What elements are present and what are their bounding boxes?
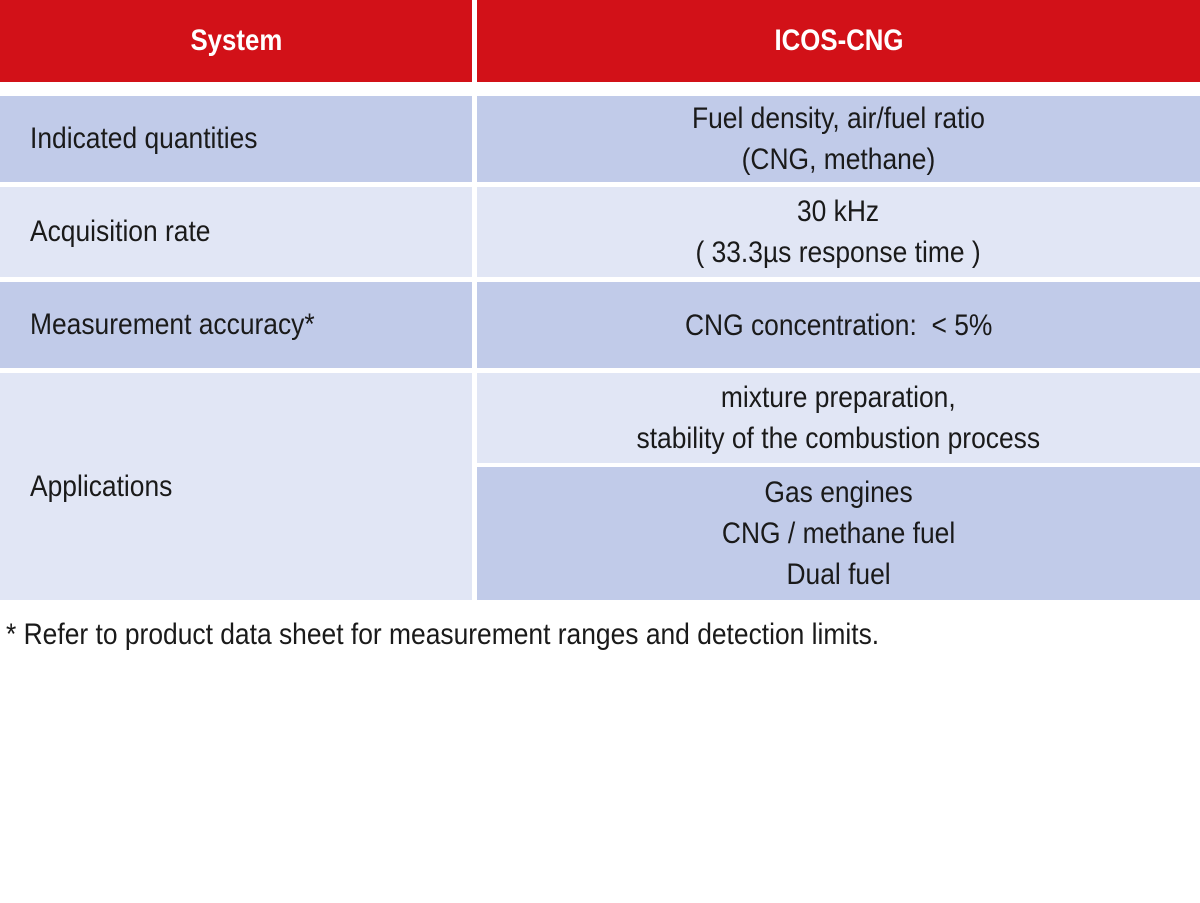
value-line: Gas engines	[764, 476, 913, 509]
value-line: mixture preparation,	[721, 381, 956, 414]
row-measurement-accuracy-label: Measurement accuracy*	[0, 282, 472, 368]
row-acquisition-rate-value: 30 kHz ( 33.3µs response time )	[477, 187, 1200, 277]
header-icos-cng: ICOS-CNG	[477, 0, 1200, 82]
row-measurement-accuracy-value: CNG concentration: < 5%	[477, 282, 1200, 368]
row-acquisition-rate-label: Acquisition rate	[0, 187, 472, 277]
header-system-label: System	[190, 24, 282, 57]
header-system: System	[0, 0, 472, 82]
value-line: ( 33.3µs response time )	[695, 236, 982, 269]
row-applications-label: Applications	[0, 373, 472, 600]
row-applications-value-b: Gas engines CNG / methane fuel Dual fuel	[477, 467, 1200, 600]
value-line: CNG / methane fuel	[721, 517, 956, 550]
value-line: stability of the combustion process	[636, 422, 1041, 455]
header-icos-cng-label: ICOS-CNG	[774, 24, 903, 57]
row-applications-value-a: mixture preparation, stability of the co…	[477, 373, 1200, 463]
value-line: (CNG, methane)	[741, 143, 936, 176]
value-line: CNG concentration: < 5%	[684, 308, 993, 342]
value-line: 30 kHz	[797, 195, 880, 228]
row-indicated-quantities-value: Fuel density, air/fuel ratio (CNG, metha…	[477, 96, 1200, 182]
row-indicated-quantities-label: Indicated quantities	[0, 96, 472, 182]
footnote: * Refer to product data sheet for measur…	[6, 618, 880, 651]
value-line: Fuel density, air/fuel ratio	[692, 102, 985, 135]
value-line: Dual fuel	[786, 558, 891, 591]
